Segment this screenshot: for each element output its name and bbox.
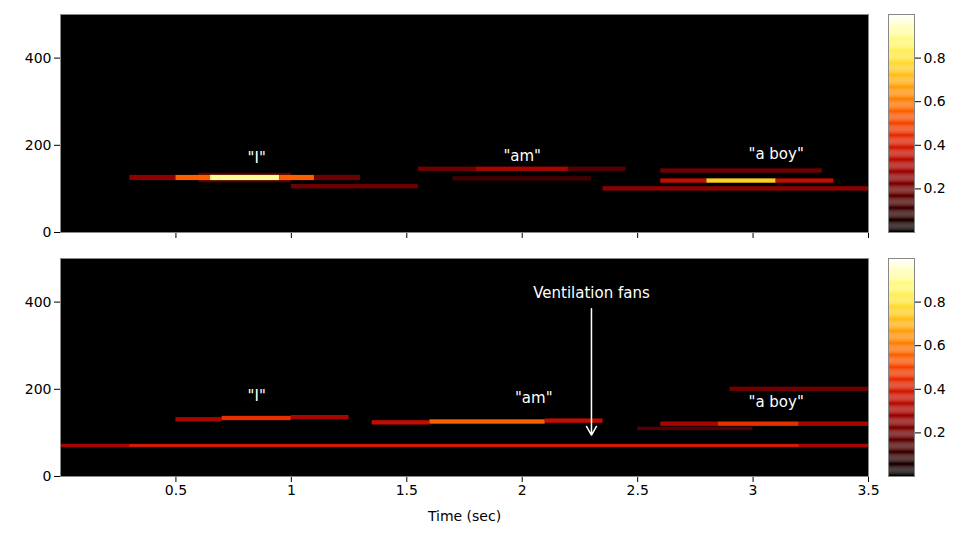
svg-text:"I": "I"	[248, 149, 266, 167]
svg-text:3.5: 3.5	[857, 482, 879, 498]
svg-text:"am": "am"	[503, 147, 541, 165]
svg-text:"am": "am"	[515, 389, 553, 407]
svg-text:0.6: 0.6	[924, 93, 946, 109]
svg-text:"a boy": "a boy"	[748, 393, 803, 411]
svg-text:0.8: 0.8	[924, 50, 946, 66]
svg-text:0.8: 0.8	[924, 294, 946, 310]
svg-text:2: 2	[518, 482, 527, 498]
svg-text:400: 400	[25, 50, 52, 66]
svg-text:"I": "I"	[248, 387, 266, 405]
svg-text:200: 200	[25, 381, 52, 397]
svg-text:0: 0	[43, 468, 52, 484]
svg-text:200: 200	[25, 137, 52, 153]
svg-text:1: 1	[287, 482, 296, 498]
svg-text:2.5: 2.5	[627, 482, 649, 498]
svg-text:Time (sec): Time (sec)	[427, 508, 501, 524]
svg-text:400: 400	[25, 294, 52, 310]
svg-text:0.4: 0.4	[924, 137, 946, 153]
svg-text:0: 0	[43, 224, 52, 240]
svg-text:0.6: 0.6	[924, 337, 946, 353]
svg-text:0.2: 0.2	[924, 180, 946, 196]
svg-text:0.2: 0.2	[924, 424, 946, 440]
svg-text:"a boy": "a boy"	[748, 145, 803, 163]
svg-text:Ventilation fans: Ventilation fans	[533, 284, 650, 302]
svg-text:0.4: 0.4	[924, 381, 946, 397]
svg-text:3: 3	[749, 482, 758, 498]
svg-text:1.5: 1.5	[396, 482, 418, 498]
svg-text:0.5: 0.5	[165, 482, 187, 498]
